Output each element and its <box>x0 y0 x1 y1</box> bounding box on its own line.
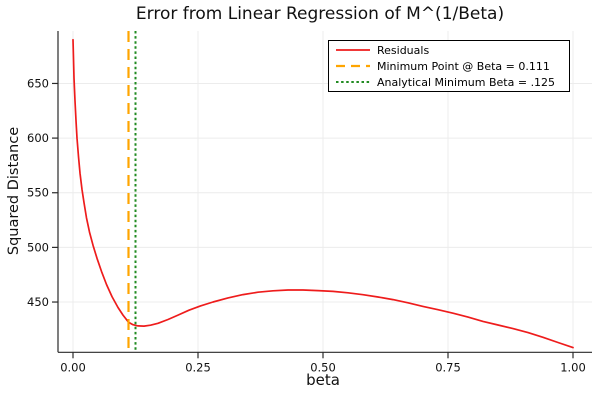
axis-ticks <box>52 82 574 359</box>
legend-line-sample-analytical-minimum <box>336 81 370 83</box>
legend: Residuals Minimum Point @ Beta = 0.111 A… <box>328 40 570 92</box>
x-tick-label: 0.75 <box>435 360 461 374</box>
y-tick-label: 650 <box>27 76 49 90</box>
y-tick-label: 450 <box>27 295 49 309</box>
y-axis-label: Squared Distance <box>6 126 22 256</box>
y-tick-label: 550 <box>27 186 49 200</box>
legend-line-sample-minimum-point <box>336 64 370 68</box>
chart-title: Error from Linear Regression of M^(1/Bet… <box>135 4 505 24</box>
legend-entry-residuals: Residuals <box>335 43 569 58</box>
series-residuals <box>72 38 574 349</box>
legend-entry-analytical-minimum: Analytical Minimum Beta = .125 <box>335 75 569 90</box>
legend-line-sample-residuals <box>336 49 370 51</box>
x-tick-label: 0.25 <box>185 360 211 374</box>
x-axis-label: beta <box>306 371 340 389</box>
x-tick-label: 0.00 <box>60 360 86 374</box>
y-tick-label: 600 <box>27 131 49 145</box>
legend-label-analytical-minimum: Analytical Minimum Beta = .125 <box>377 75 556 89</box>
legend-label-residuals: Residuals <box>377 43 430 57</box>
gridlines <box>58 31 592 353</box>
tick-labels: 0.00 0.25 0.50 0.75 1.00 450 500 550 600 650 <box>27 76 586 374</box>
x-tick-label: 1.00 <box>560 360 586 374</box>
legend-label-minimum-point: Minimum Point @ Beta = 0.111 <box>377 59 550 73</box>
y-tick-label: 500 <box>27 240 49 254</box>
axis-spines <box>57 31 592 353</box>
x-tick-label: 0.50 <box>310 360 336 374</box>
legend-entry-minimum-point: Minimum Point @ Beta = 0.111 <box>335 59 569 74</box>
